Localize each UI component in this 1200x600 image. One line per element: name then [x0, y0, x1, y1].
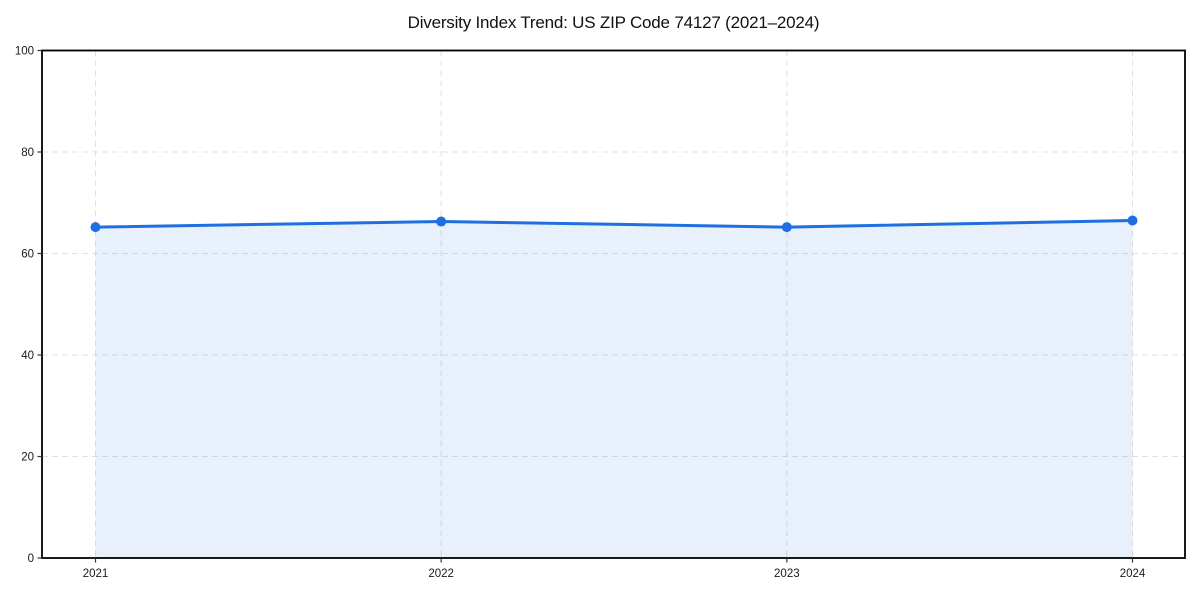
y-axis-tick-label: 0: [28, 553, 34, 565]
chart-title: Diversity Index Trend: US ZIP Code 74127…: [407, 13, 820, 32]
plot-border: [41, 49, 1186, 559]
area-fill: [95, 220, 1133, 558]
x-axis-tick-label: 2024: [1120, 568, 1146, 580]
y-axis-tick-label: 20: [21, 452, 34, 464]
y-axis-tick-label: 80: [21, 147, 34, 159]
data-point-marker: [436, 216, 447, 227]
x-axis-tick-label: 2022: [428, 568, 454, 580]
x-axis-tick-label: 2021: [83, 568, 109, 580]
y-axis-tick-label: 40: [21, 350, 34, 362]
data-point-marker: [90, 222, 101, 233]
y-axis-tick-label: 60: [21, 249, 34, 261]
data-point-marker: [1127, 215, 1138, 226]
y-axis-tick-label: 100: [15, 46, 34, 58]
line-series: [94, 219, 1134, 229]
data-point-marker: [781, 222, 792, 233]
x-axis-tick-label: 2023: [774, 568, 800, 580]
